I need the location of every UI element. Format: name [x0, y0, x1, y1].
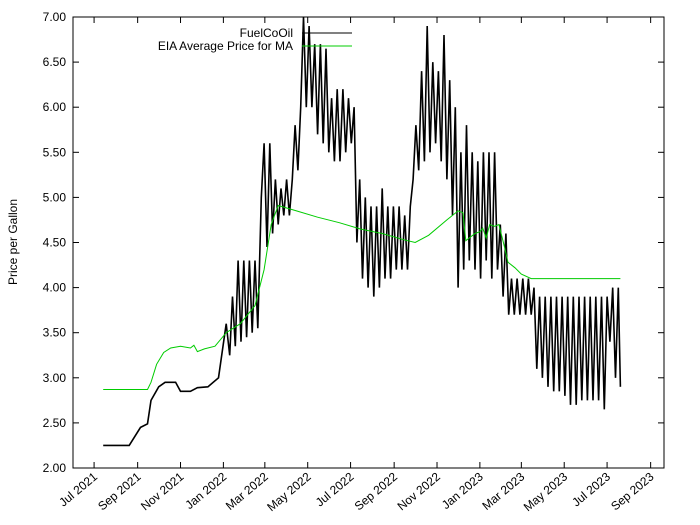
- series-layer: [103, 16, 622, 447]
- x-tick-label: Sep 2023: [608, 469, 657, 513]
- x-tick-label: Jan 2023: [439, 469, 486, 512]
- x-tick-label: Jul 2022: [313, 469, 357, 509]
- legend-label: EIA Average Price for MA: [158, 39, 293, 53]
- y-tick-label: 2.00: [43, 461, 67, 475]
- y-axis: 2.00 2.50 3.00 3.50 4.00 4.50 5.00 5.50 6.00 6.50…: [43, 10, 664, 475]
- y-axis-label: Price per Gallon: [6, 199, 20, 285]
- y-tick-label: 5.00: [43, 190, 67, 204]
- x-tick-label: Sep 2021: [95, 469, 144, 513]
- x-tick-label: May 2023: [521, 469, 571, 514]
- x-tick-label: Jul 2023: [569, 469, 613, 509]
- y-tick-label: 4.00: [43, 281, 67, 295]
- legend-label: FuelCoOil: [240, 26, 293, 40]
- x-tick-label: Jul 2021: [56, 469, 100, 509]
- y-tick-label: 3.50: [43, 326, 67, 340]
- x-tick-label: Nov 2022: [395, 469, 444, 513]
- y-tick-label: 6.50: [43, 55, 67, 69]
- x-tick-label: May 2022: [264, 469, 314, 514]
- x-tick-label: Mar 2023: [479, 469, 527, 513]
- x-tick-label: Mar 2022: [223, 469, 271, 513]
- y-tick-label: 5.50: [43, 145, 67, 159]
- y-tick-label: 7.00: [43, 10, 67, 24]
- series-line-0: [103, 16, 622, 447]
- y-tick-label: 4.50: [43, 236, 67, 250]
- x-tick-label: Nov 2021: [138, 469, 187, 513]
- series-line-1: [103, 204, 621, 390]
- x-tick-label: Sep 2022: [352, 469, 401, 513]
- y-tick-label: 3.00: [43, 371, 67, 385]
- y-tick-label: 2.50: [43, 416, 67, 430]
- y-tick-label: 6.00: [43, 100, 67, 114]
- x-tick-label: Jan 2022: [182, 469, 229, 512]
